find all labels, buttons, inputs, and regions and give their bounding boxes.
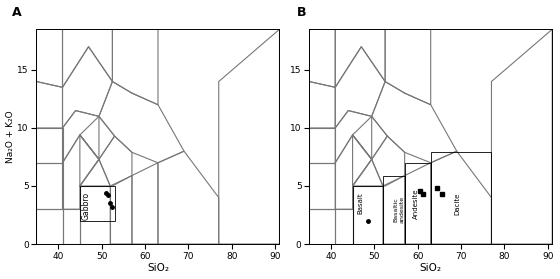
Text: Basaltic
andesite: Basaltic andesite — [394, 196, 405, 223]
Text: B: B — [297, 6, 306, 19]
Text: Gabbro: Gabbro — [81, 191, 90, 220]
X-axis label: SiO₂: SiO₂ — [147, 263, 169, 273]
Bar — [80, 186, 115, 221]
X-axis label: SiO₂: SiO₂ — [419, 263, 442, 273]
Text: A: A — [12, 6, 22, 19]
Bar — [431, 152, 492, 244]
Text: Dacite: Dacite — [455, 192, 460, 215]
Bar — [353, 186, 383, 244]
Bar — [383, 175, 405, 244]
Text: Basalt: Basalt — [357, 193, 363, 214]
Y-axis label: Na₂O + K₂O: Na₂O + K₂O — [6, 110, 15, 163]
Text: Andesite: Andesite — [413, 188, 419, 219]
Bar — [405, 163, 431, 244]
